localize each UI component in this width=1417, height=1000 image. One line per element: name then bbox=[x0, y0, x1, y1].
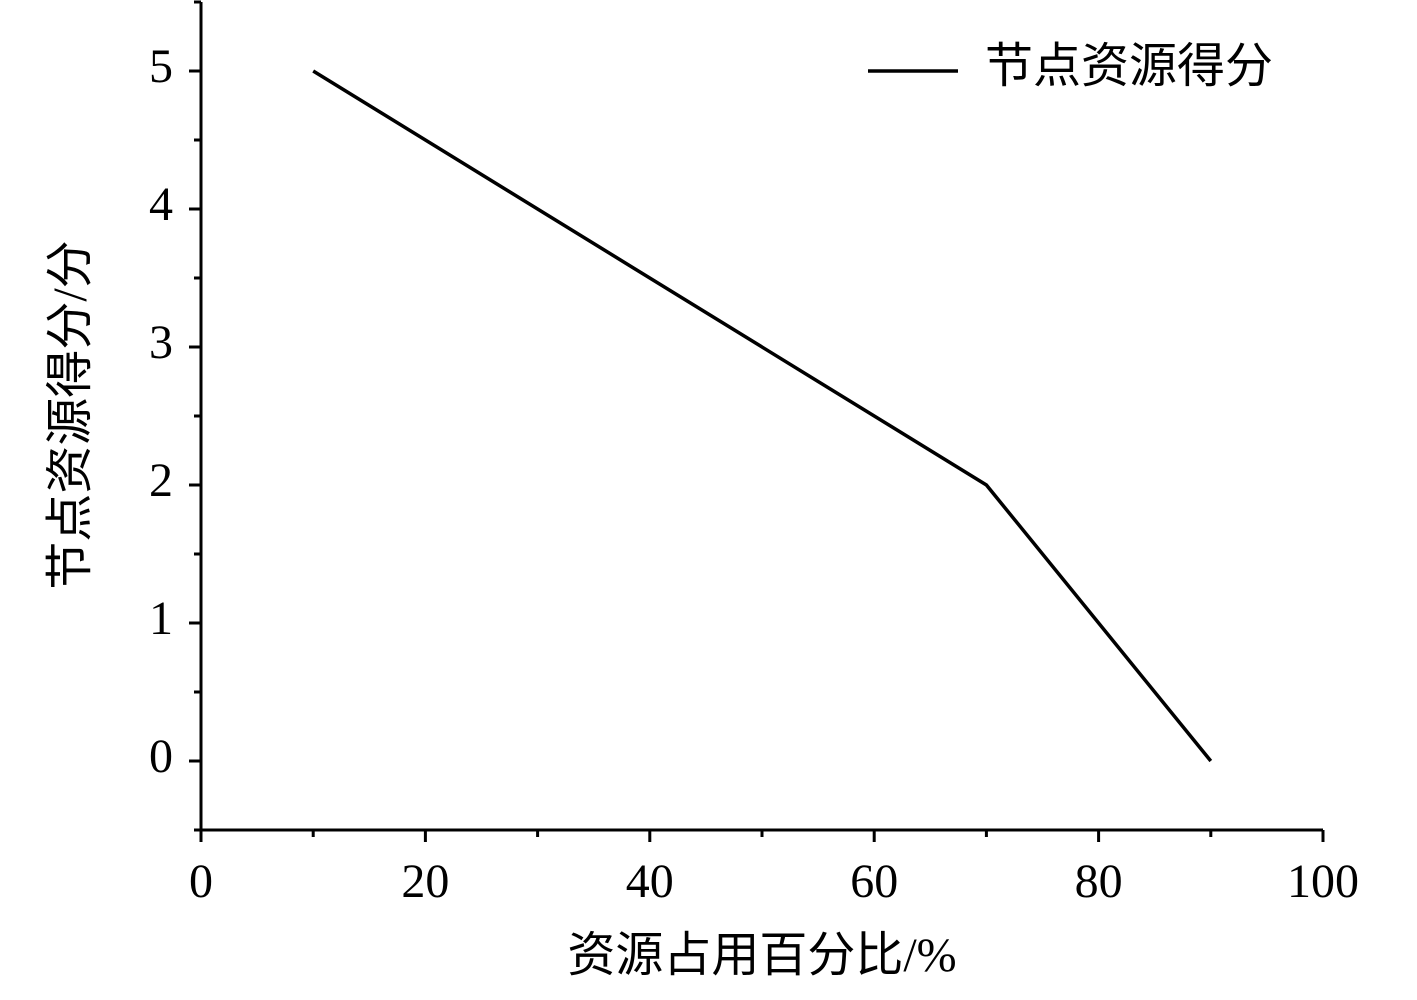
y-axis-label: 节点资源得分/分 bbox=[44, 240, 97, 589]
x-tick-label: 60 bbox=[850, 855, 898, 908]
x-axis-label: 资源占用百分比/% bbox=[567, 929, 956, 982]
y-tick-label: 4 bbox=[149, 178, 173, 231]
x-tick-label: 100 bbox=[1287, 855, 1359, 908]
legend-label: 节点资源得分 bbox=[985, 40, 1273, 93]
y-tick-label: 2 bbox=[149, 454, 173, 507]
y-tick-label: 3 bbox=[149, 316, 173, 369]
line-series bbox=[312, 69, 1213, 763]
x-tick-label: 40 bbox=[626, 855, 674, 908]
x-tick-label: 80 bbox=[1075, 855, 1123, 908]
y-tick-label: 0 bbox=[149, 730, 173, 783]
x-tick-label: 20 bbox=[401, 855, 449, 908]
y-tick-label: 1 bbox=[149, 592, 173, 645]
x-tick-label: 0 bbox=[189, 855, 213, 908]
y-tick-label: 5 bbox=[149, 40, 173, 93]
